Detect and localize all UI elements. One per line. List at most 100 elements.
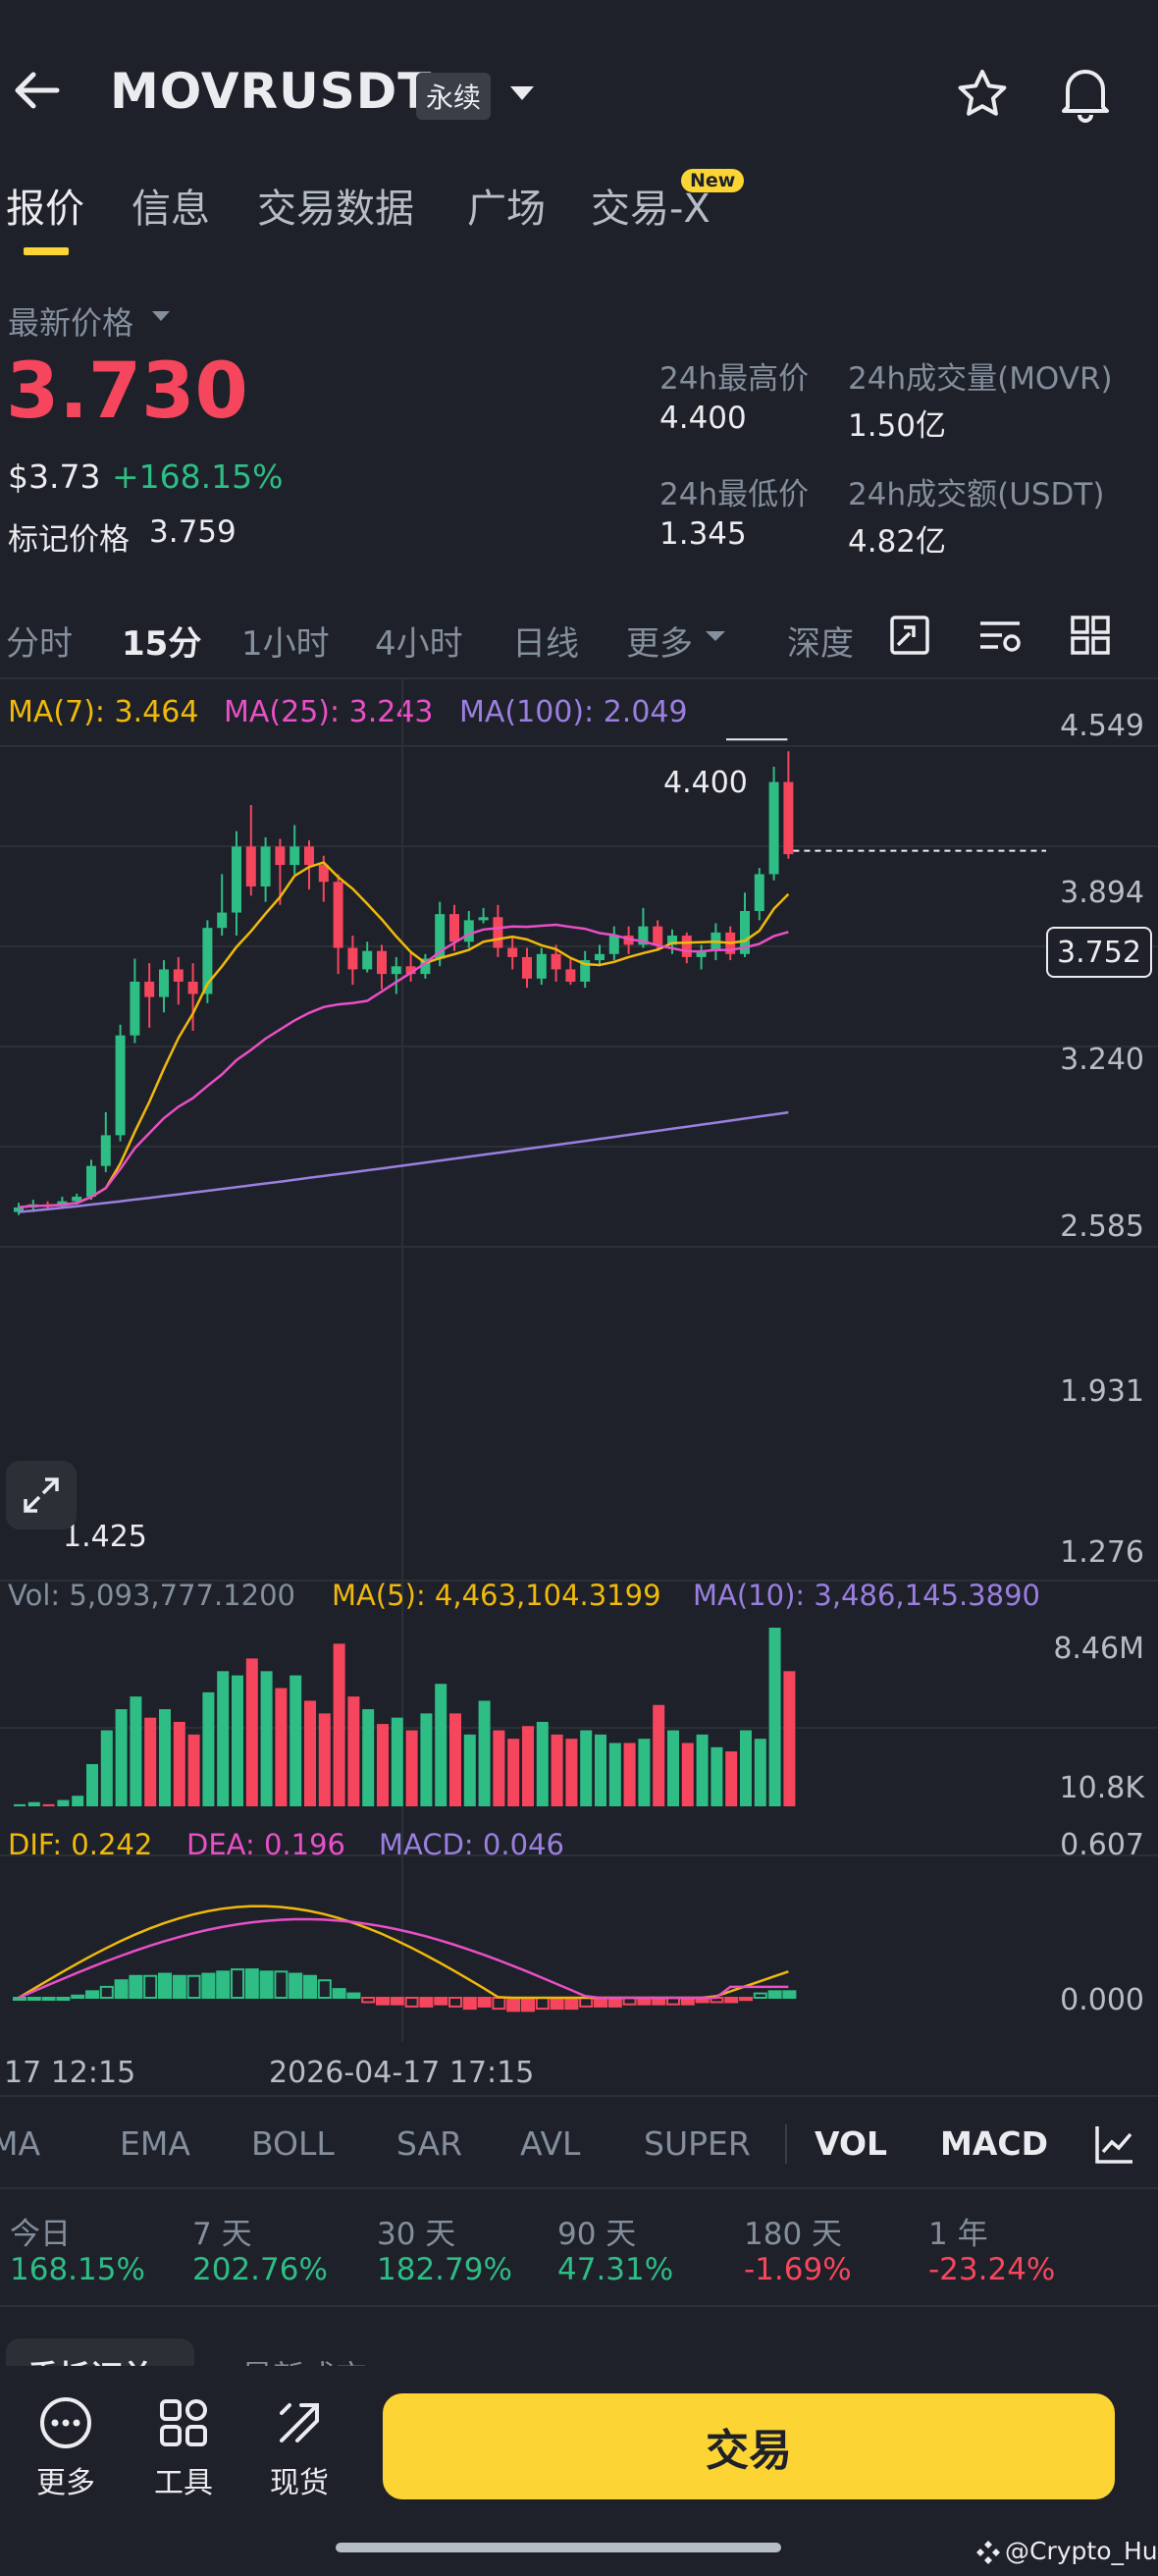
macd-histogram-bar xyxy=(376,1997,390,2006)
layout-grid-icon[interactable] xyxy=(1066,611,1115,660)
mark-price-value: 3.759 xyxy=(149,514,237,550)
volume-bar xyxy=(608,1743,621,1806)
ma25-line xyxy=(18,923,789,1209)
volume-bar xyxy=(420,1713,433,1806)
volume-bar xyxy=(493,1730,505,1806)
time-axis-label: 17 12:15 xyxy=(4,2056,136,2090)
macd-histogram-bar xyxy=(274,1970,289,2000)
macd-histogram-bar xyxy=(56,1997,71,2001)
candle-body xyxy=(391,966,401,975)
candle-body xyxy=(754,874,764,911)
timeframe-15m[interactable]: 15分 xyxy=(122,624,202,664)
more-nav-item[interactable]: 更多 xyxy=(24,2395,108,2501)
macd-histogram-bar xyxy=(361,1997,376,2004)
volume-bar xyxy=(115,1709,128,1806)
macd-histogram-bar xyxy=(390,1997,404,2006)
price-axis-label: 4.549 xyxy=(1060,709,1144,743)
back-arrow-icon[interactable] xyxy=(8,61,67,120)
volume-bar xyxy=(507,1739,520,1806)
macd-axis-label: 0.607 xyxy=(1060,1828,1144,1862)
price-change: +168.15% xyxy=(112,457,284,496)
macd-histogram-bar xyxy=(71,1994,85,2000)
macd-histogram-bar xyxy=(231,1968,244,1999)
candle-body xyxy=(507,947,518,957)
kline-chart[interactable] xyxy=(0,677,1158,2042)
indicator-settings-icon[interactable] xyxy=(1089,2119,1140,2170)
low-marker: 1.425 xyxy=(63,1520,147,1554)
tools-nav-item[interactable]: 工具 xyxy=(141,2395,226,2501)
candle-body xyxy=(362,950,373,970)
volume-bar xyxy=(754,1739,766,1806)
macd-histogram-bar xyxy=(172,1974,186,2000)
volume-bar xyxy=(347,1696,360,1806)
trade-button[interactable]: 交易 xyxy=(383,2393,1115,2499)
candle-body xyxy=(681,936,692,957)
candle-body xyxy=(130,981,140,1036)
tab-info[interactable]: 信息 xyxy=(132,187,210,232)
vol-ma5-legend: MA(5): 4,463,104.3199 xyxy=(332,1579,661,1612)
perf-value: 168.15% xyxy=(10,2252,145,2287)
last-price-label[interactable]: 最新价格 xyxy=(8,304,134,342)
low-24h-label: 24h最低价 xyxy=(659,477,810,512)
indicator-vol[interactable]: VOL xyxy=(815,2124,888,2163)
vol-ma10-legend: MA(10): 3,486,145.3890 xyxy=(693,1579,1040,1612)
symbol-dropdown-icon[interactable] xyxy=(502,79,542,108)
volume-bar xyxy=(27,1801,40,1806)
timeframe-day[interactable]: 日线 xyxy=(512,624,579,664)
indicator-sar[interactable]: SAR xyxy=(396,2124,463,2163)
home-indicator[interactable] xyxy=(336,2543,781,2552)
macd-axis-label: 0.000 xyxy=(1060,1983,1144,2017)
price-axis-label: 1.276 xyxy=(1060,1535,1144,1570)
macd-histogram-bar xyxy=(594,1997,607,2008)
macd-histogram-bar xyxy=(724,1997,739,2004)
mark-price-label: 标记价格 xyxy=(8,522,130,558)
macd-histogram-bar xyxy=(521,1997,535,2012)
candle-body xyxy=(202,928,213,994)
timeframe-more[interactable]: 更多 xyxy=(626,624,693,664)
symbol-title[interactable]: MOVRUSDT xyxy=(110,63,433,120)
timeframe-line[interactable]: 分时 xyxy=(6,624,73,664)
chart-settings-icon[interactable] xyxy=(974,611,1026,660)
draw-tool-icon[interactable] xyxy=(885,611,934,660)
candle-body xyxy=(405,966,416,975)
tab-square[interactable]: 广场 xyxy=(467,187,546,232)
candle-body xyxy=(740,910,750,954)
favorite-star-icon[interactable] xyxy=(948,63,1017,126)
timeframe-4h[interactable]: 4小时 xyxy=(375,624,463,664)
macd-histogram-bar xyxy=(201,1972,216,1999)
ma100-line xyxy=(18,1110,789,1213)
candle-body xyxy=(173,969,184,982)
price-type-dropdown-icon[interactable] xyxy=(149,306,173,326)
macd-dif-legend: DIF: 0.242 xyxy=(8,1828,153,1861)
usd-price: $3.73 xyxy=(8,457,101,496)
tab-quote[interactable]: 报价 xyxy=(6,187,84,232)
macd-histogram-bar xyxy=(85,1990,99,2000)
volume-bar xyxy=(290,1675,302,1806)
notification-bell-icon[interactable] xyxy=(1052,61,1119,126)
candle-body xyxy=(463,920,474,942)
macd-histogram-bar xyxy=(259,1970,274,2000)
price-axis-label: 2.585 xyxy=(1060,1209,1144,1244)
volume-bar xyxy=(187,1734,200,1806)
spot-nav-item[interactable]: 现货 xyxy=(257,2395,342,2501)
vol-legend: Vol: 5,093,777.1200 xyxy=(8,1579,295,1612)
spot-swap-icon xyxy=(280,2403,319,2442)
macd-histogram-bar xyxy=(244,1968,259,1999)
tab-trade-x[interactable]: 交易-X xyxy=(591,187,711,232)
indicator-boll[interactable]: BOLL xyxy=(251,2124,335,2163)
indicator-ma[interactable]: MA xyxy=(0,2124,41,2163)
indicator-macd[interactable]: MACD xyxy=(940,2124,1048,2163)
more-dropdown-icon[interactable] xyxy=(703,626,728,646)
depth-tab[interactable]: 深度 xyxy=(787,624,854,664)
tab-trade-data[interactable]: 交易数据 xyxy=(257,187,414,232)
indicator-avl[interactable]: AVL xyxy=(520,2124,581,2163)
indicator-ema[interactable]: EMA xyxy=(120,2124,190,2163)
fullscreen-expand-icon[interactable] xyxy=(6,1461,77,1530)
macd-histogram-bar xyxy=(317,1979,332,1999)
volume-bar xyxy=(275,1688,288,1806)
macd-value-legend: MACD: 0.046 xyxy=(379,1828,564,1861)
indicator-super[interactable]: SUPER xyxy=(644,2124,751,2163)
timeframe-1h[interactable]: 1小时 xyxy=(241,624,330,664)
current-price-tag[interactable]: 3.752 xyxy=(1046,927,1152,978)
candle-body xyxy=(565,969,576,982)
